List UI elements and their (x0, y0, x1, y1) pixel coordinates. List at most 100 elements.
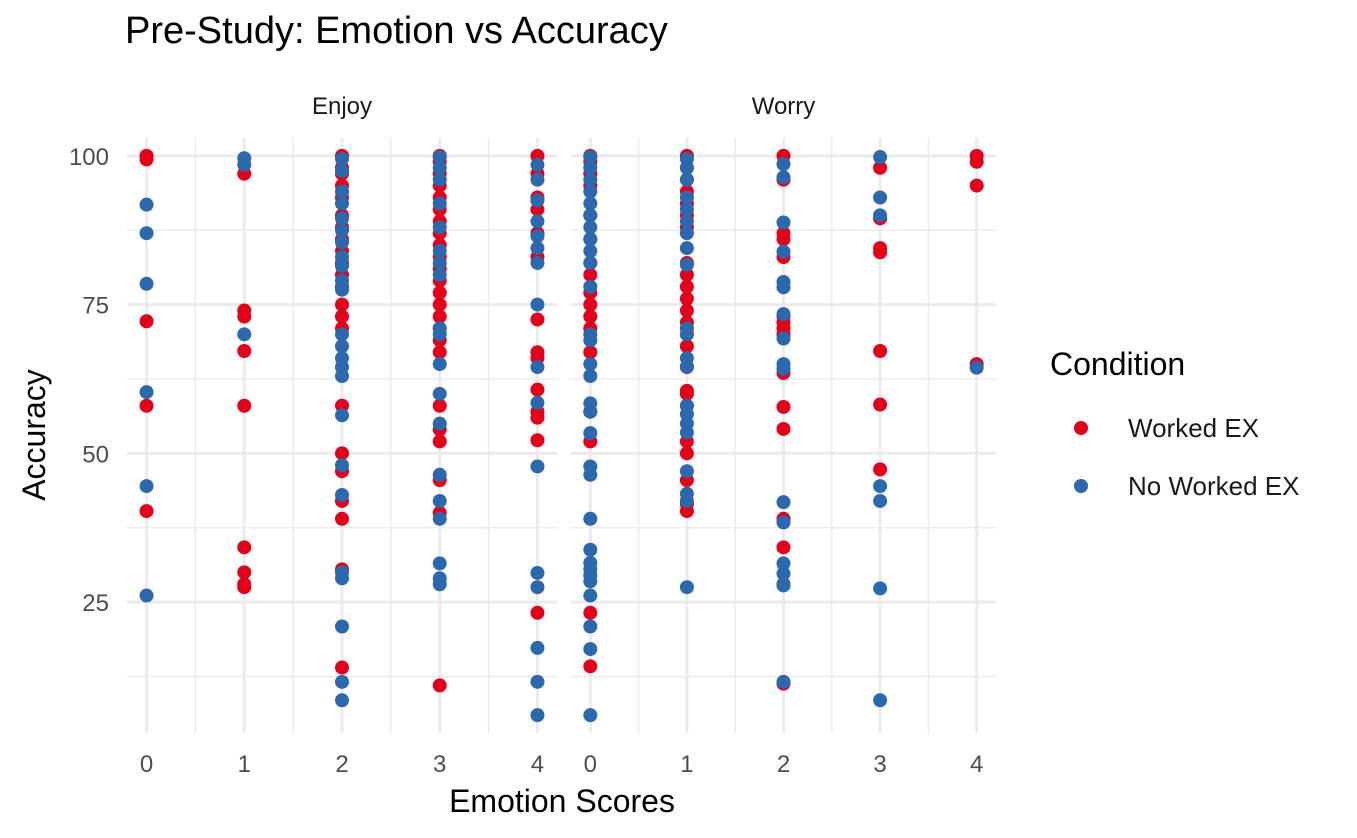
point-worry-no-worked-ex (873, 493, 888, 508)
point-enjoy-no-worked-ex (335, 571, 349, 586)
point-enjoy-no-worked-ex (530, 640, 545, 655)
point-worry-worked-ex (583, 267, 598, 282)
point-worry-no-worked-ex (776, 280, 791, 295)
point-worry-no-worked-ex (679, 580, 694, 595)
x-tick-label-enjoy: 2 (335, 751, 348, 778)
point-enjoy-no-worked-ex (530, 674, 545, 689)
point-enjoy-worked-ex (530, 410, 545, 425)
point-enjoy-no-worked-ex (335, 369, 349, 383)
point-worry-worked-ex (583, 659, 598, 674)
x-tick-label-worry: 0 (584, 751, 597, 778)
point-enjoy-no-worked-ex (432, 577, 447, 592)
point-worry-worked-ex (679, 303, 694, 318)
point-worry-worked-ex (969, 154, 984, 169)
point-enjoy-no-worked-ex (237, 157, 252, 172)
point-worry-worked-ex (776, 540, 791, 555)
point-worry-no-worked-ex (776, 331, 791, 346)
point-worry-no-worked-ex (583, 369, 598, 383)
x-tick-label-worry: 1 (680, 751, 693, 778)
point-enjoy-no-worked-ex (530, 395, 545, 410)
facet-label-worry: Worry (752, 93, 816, 120)
point-worry-no-worked-ex (583, 184, 598, 199)
point-enjoy-no-worked-ex (530, 241, 545, 256)
point-enjoy-worked-ex (237, 565, 252, 580)
point-enjoy-no-worked-ex (432, 255, 447, 270)
point-worry-worked-ex (679, 339, 694, 354)
point-enjoy-worked-ex (432, 309, 447, 324)
chart-title: Pre-Study: Emotion vs Accuracy (125, 10, 668, 52)
point-enjoy-no-worked-ex (432, 467, 447, 482)
point-enjoy-no-worked-ex (432, 327, 447, 342)
point-worry-no-worked-ex (583, 588, 598, 603)
point-enjoy-worked-ex (432, 345, 447, 360)
point-enjoy-no-worked-ex (335, 674, 349, 689)
point-enjoy-no-worked-ex (530, 229, 545, 244)
point-worry-no-worked-ex (776, 566, 791, 581)
point-enjoy-no-worked-ex (530, 157, 545, 172)
point-enjoy-no-worked-ex (335, 163, 349, 178)
y-tick-label: 100 (69, 144, 109, 171)
point-enjoy-no-worked-ex (530, 255, 545, 270)
y-tick-label: 75 (82, 293, 109, 320)
point-enjoy-no-worked-ex (335, 339, 349, 354)
point-worry-no-worked-ex (873, 190, 888, 205)
point-enjoy-no-worked-ex (432, 357, 447, 372)
point-enjoy-no-worked-ex (530, 297, 545, 312)
point-worry-no-worked-ex (776, 556, 791, 571)
point-worry-no-worked-ex (679, 464, 694, 479)
point-enjoy-no-worked-ex (432, 244, 447, 259)
y-tick-label: 50 (82, 441, 109, 468)
point-enjoy-no-worked-ex (432, 386, 447, 401)
point-enjoy-no-worked-ex (530, 708, 545, 723)
point-worry-no-worked-ex (583, 467, 598, 482)
point-worry-worked-ex (583, 605, 598, 620)
point-worry-no-worked-ex (583, 172, 598, 187)
point-worry-worked-ex (679, 446, 694, 461)
point-enjoy-worked-ex (432, 285, 447, 300)
point-worry-no-worked-ex (583, 150, 598, 165)
legend-marker-worked-ex (1074, 421, 1088, 435)
point-worry-no-worked-ex (583, 196, 598, 211)
point-enjoy-no-worked-ex (139, 197, 154, 212)
point-worry-no-worked-ex (583, 574, 598, 589)
point-enjoy-no-worked-ex (432, 416, 447, 431)
point-worry-no-worked-ex (583, 619, 598, 634)
point-worry-worked-ex (776, 399, 791, 414)
point-worry-no-worked-ex (873, 208, 888, 223)
point-enjoy-worked-ex (530, 433, 545, 448)
point-enjoy-no-worked-ex (139, 276, 154, 291)
point-worry-worked-ex (583, 345, 598, 360)
point-worry-no-worked-ex (679, 359, 694, 374)
x-tick-label-enjoy: 1 (238, 751, 251, 778)
point-worry-no-worked-ex (679, 241, 694, 256)
point-enjoy-worked-ex (237, 344, 252, 359)
point-enjoy-no-worked-ex (335, 235, 349, 250)
point-worry-worked-ex (776, 232, 791, 247)
point-worry-no-worked-ex (583, 279, 598, 294)
point-worry-worked-ex (679, 291, 694, 306)
legend-label-no-worked-ex: No Worked EX (1128, 470, 1300, 501)
point-worry-no-worked-ex (776, 307, 791, 322)
point-enjoy-no-worked-ex (335, 619, 349, 634)
point-worry-no-worked-ex (583, 542, 598, 557)
point-worry-no-worked-ex (776, 361, 791, 376)
point-enjoy-no-worked-ex (335, 151, 349, 166)
point-enjoy-no-worked-ex (139, 479, 154, 494)
point-worry-no-worked-ex (679, 425, 694, 440)
point-enjoy-no-worked-ex (335, 282, 349, 297)
point-enjoy-worked-ex (432, 297, 447, 312)
point-enjoy-worked-ex (139, 504, 154, 519)
point-enjoy-no-worked-ex (237, 327, 252, 342)
point-enjoy-no-worked-ex (335, 258, 349, 273)
point-enjoy-no-worked-ex (530, 193, 545, 208)
legend-item-worked-ex: Worked EX (1050, 399, 1299, 457)
point-enjoy-worked-ex (237, 540, 252, 555)
point-worry-no-worked-ex (583, 708, 598, 723)
point-enjoy-worked-ex (335, 446, 349, 461)
point-worry-worked-ex (969, 178, 984, 193)
point-worry-no-worked-ex (583, 208, 598, 223)
point-worry-worked-ex (679, 386, 694, 401)
point-worry-no-worked-ex (776, 215, 791, 230)
point-worry-worked-ex (873, 462, 888, 477)
point-enjoy-no-worked-ex (432, 196, 447, 211)
